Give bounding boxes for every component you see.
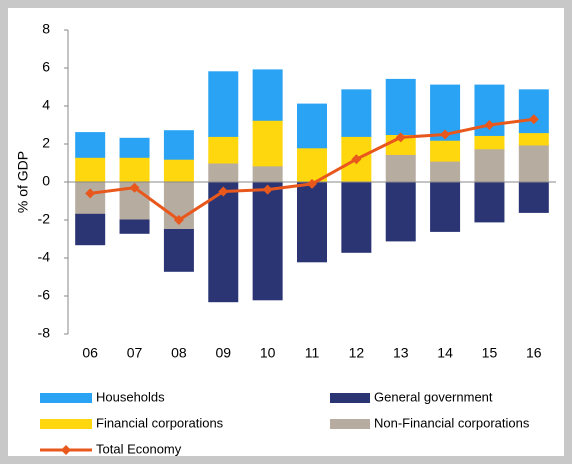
bar bbox=[385, 78, 416, 135]
bar bbox=[119, 137, 150, 158]
bar bbox=[75, 132, 106, 158]
bar bbox=[430, 181, 461, 232]
bar bbox=[341, 89, 372, 137]
line-marker bbox=[262, 184, 273, 195]
x-tick-label: 13 bbox=[393, 345, 409, 361]
x-tick-label: 06 bbox=[82, 345, 98, 361]
bar bbox=[75, 213, 106, 246]
bar bbox=[208, 162, 239, 183]
x-tick-label: 14 bbox=[437, 345, 453, 361]
bar bbox=[163, 130, 194, 160]
line-marker bbox=[307, 178, 317, 189]
bar bbox=[119, 219, 150, 234]
y-tick-label: 6 bbox=[42, 59, 50, 75]
bar bbox=[430, 160, 461, 183]
bar bbox=[518, 144, 549, 183]
bar bbox=[252, 69, 283, 121]
y-tick-label: 4 bbox=[42, 97, 50, 113]
legend-label: Households bbox=[96, 389, 165, 404]
bar bbox=[208, 135, 239, 164]
y-tick-label: -4 bbox=[38, 249, 51, 265]
y-axis-label: % of GDP bbox=[15, 151, 31, 213]
legend-swatch bbox=[40, 419, 92, 429]
x-tick-label: 10 bbox=[260, 345, 276, 361]
bar bbox=[518, 132, 549, 146]
bar bbox=[208, 71, 239, 137]
line-marker bbox=[351, 154, 362, 165]
bar bbox=[474, 148, 505, 183]
y-tick-label: 2 bbox=[42, 135, 50, 151]
bar bbox=[252, 165, 283, 183]
bar bbox=[518, 89, 549, 134]
bar bbox=[163, 158, 194, 183]
legend-swatch bbox=[330, 393, 370, 403]
legend-label: Total Economy bbox=[96, 441, 182, 456]
bar bbox=[518, 181, 549, 213]
line-marker bbox=[440, 129, 451, 140]
x-tick-label: 12 bbox=[349, 345, 365, 361]
line-marker bbox=[395, 132, 406, 143]
bar bbox=[474, 134, 505, 150]
legend-label: Financial corporations bbox=[96, 415, 224, 430]
x-tick-label: 07 bbox=[127, 345, 143, 361]
x-tick-label: 08 bbox=[171, 345, 187, 361]
bar bbox=[75, 156, 106, 183]
y-tick-label: -8 bbox=[38, 325, 51, 341]
legend-swatch bbox=[40, 393, 92, 403]
bar bbox=[385, 153, 416, 183]
bar bbox=[385, 181, 416, 242]
y-tick-label: 0 bbox=[42, 173, 50, 189]
bar bbox=[297, 181, 327, 263]
line-marker bbox=[218, 186, 229, 197]
bar bbox=[341, 181, 372, 253]
legend-marker bbox=[61, 445, 71, 455]
y-tick-label: 8 bbox=[42, 21, 50, 37]
x-tick-label: 11 bbox=[305, 345, 320, 361]
bar bbox=[252, 181, 283, 301]
line-marker bbox=[173, 215, 184, 225]
bar bbox=[430, 139, 461, 162]
bar bbox=[252, 119, 283, 167]
line-marker bbox=[85, 188, 96, 199]
y-tick-label: -6 bbox=[38, 287, 51, 303]
line-marker bbox=[528, 114, 539, 125]
x-tick-label: 15 bbox=[482, 345, 498, 361]
legend-swatch bbox=[330, 419, 370, 429]
line-marker bbox=[129, 182, 140, 193]
y-tick-label: -2 bbox=[38, 211, 51, 227]
bar bbox=[163, 229, 194, 272]
bar bbox=[297, 103, 327, 149]
bar bbox=[208, 181, 239, 303]
x-tick-label: 09 bbox=[215, 345, 231, 361]
bar bbox=[341, 135, 372, 183]
line-marker bbox=[484, 120, 495, 130]
legend-label: Non-Financial corporations bbox=[374, 415, 530, 430]
bar bbox=[474, 181, 505, 223]
x-tick-label: 16 bbox=[526, 345, 542, 361]
bar bbox=[119, 156, 150, 183]
legend-label: General government bbox=[374, 389, 493, 404]
